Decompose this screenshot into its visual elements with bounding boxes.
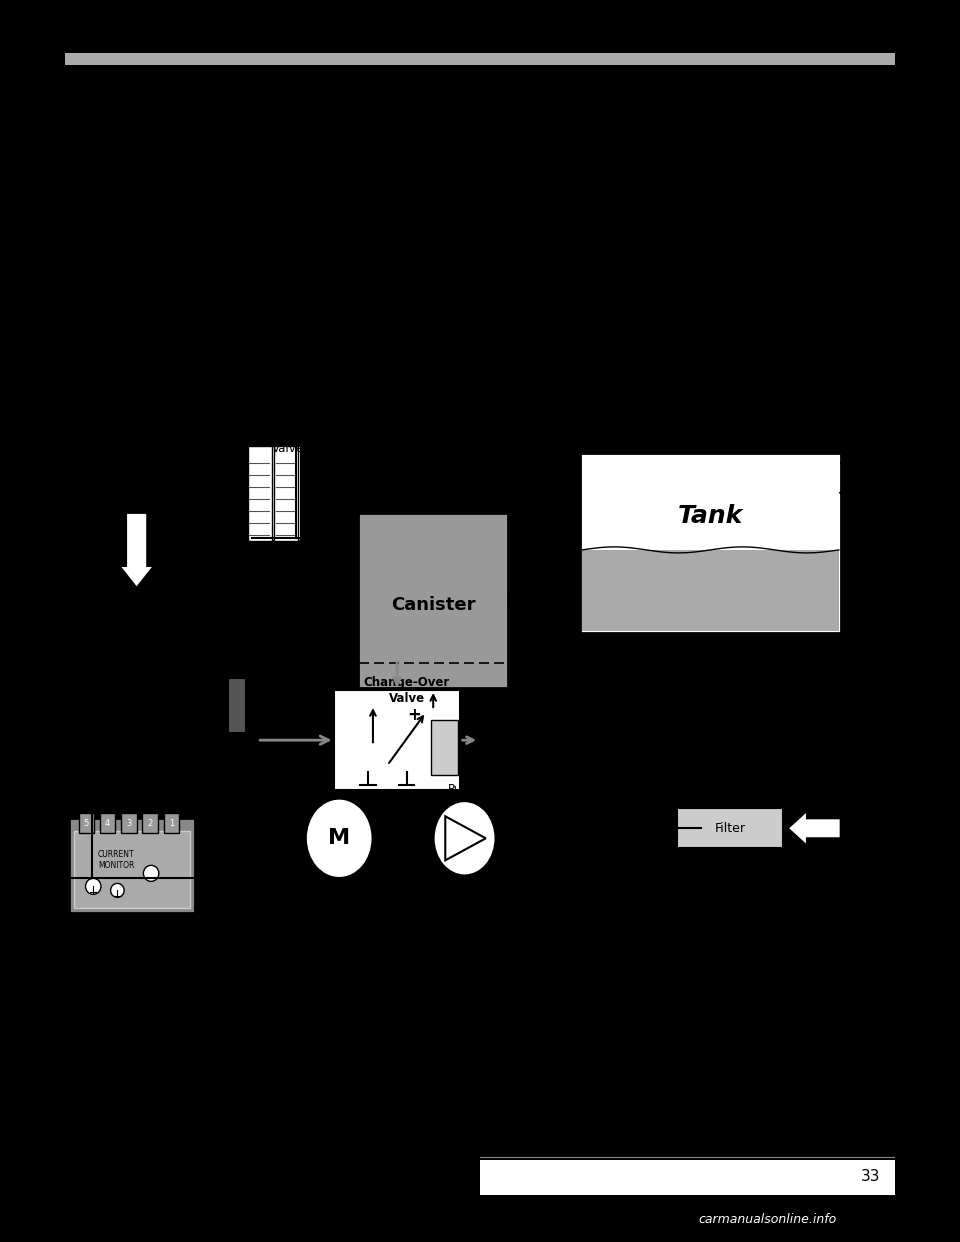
Text: +: +	[407, 707, 420, 724]
Text: Electric
Motor LDP: Electric Motor LDP	[653, 676, 713, 705]
Circle shape	[143, 866, 158, 882]
Text: 5: 5	[84, 818, 89, 827]
Text: 4: 4	[105, 818, 110, 827]
Bar	[228, 678, 246, 733]
Text: Tank: Tank	[678, 504, 743, 528]
Bar	[274, 446, 298, 540]
Text: FUNCTION: FUNCTION	[79, 97, 188, 117]
Text: The pump also contains an ECM controlled change over valve that is energized clo: The pump also contains an ECM controlled…	[79, 262, 702, 337]
Text: 0.5mm
Reference
Orifice: 0.5mm Reference Orifice	[136, 713, 189, 748]
Bar	[580, 453, 841, 633]
Bar	[248, 446, 272, 540]
Text: carmanualsonline.info: carmanualsonline.info	[699, 1213, 837, 1226]
Text: 1: 1	[169, 818, 174, 827]
Text: 33: 33	[861, 1169, 880, 1185]
Text: M: M	[328, 828, 350, 848]
Bar	[121, 814, 136, 833]
Bar	[358, 513, 508, 688]
Circle shape	[110, 883, 124, 898]
Bar	[142, 814, 157, 833]
Bar	[677, 809, 782, 848]
Text: 3: 3	[127, 818, 132, 827]
Text: Purge
Valve: Purge Valve	[272, 426, 305, 455]
Bar	[248, 446, 300, 540]
Text: Fresh Air: Fresh Air	[780, 863, 834, 877]
Text: Pump: Pump	[448, 784, 481, 796]
Bar	[74, 831, 190, 908]
Text: DC MOTOR LDP INACTIVE --  NORMAL PURGE VALVE OPERATION: DC MOTOR LDP INACTIVE -- NORMAL PURGE VA…	[79, 918, 604, 934]
FancyArrow shape	[119, 513, 154, 587]
Bar	[163, 814, 180, 833]
Text: +: +	[552, 638, 566, 656]
Bar	[100, 814, 115, 833]
Circle shape	[85, 878, 101, 894]
Text: Throttle
Plate: Throttle Plate	[84, 448, 137, 477]
Bar	[228, 663, 701, 878]
Bar	[79, 814, 94, 833]
Bar	[582, 550, 839, 631]
Text: 2: 2	[148, 818, 153, 827]
Ellipse shape	[305, 799, 372, 878]
Text: Engine: Engine	[88, 602, 141, 619]
Text: CURRENT
MONITOR: CURRENT MONITOR	[98, 851, 134, 871]
Bar	[431, 720, 458, 775]
Text: The  DC  Motor  LDP  ensures  accurate  fuel  system  leak  detection  for  leak: The DC Motor LDP ensures accurate fuel s…	[79, 143, 717, 216]
Text: Filter: Filter	[714, 822, 745, 835]
FancyArrow shape	[787, 811, 841, 846]
Bar	[480, 1160, 895, 1195]
Text: Canister: Canister	[391, 596, 475, 615]
Polygon shape	[445, 816, 486, 861]
Text: Change-Over
Valve: Change-Over Valve	[364, 676, 450, 705]
Bar	[334, 691, 460, 790]
Ellipse shape	[433, 801, 496, 876]
Text: In it’s inactive state the pump motor and the change over valve of the DC Motor : In it’s inactive state the pump motor an…	[79, 949, 703, 1022]
Bar	[69, 818, 195, 913]
Bar	[65, 53, 895, 66]
